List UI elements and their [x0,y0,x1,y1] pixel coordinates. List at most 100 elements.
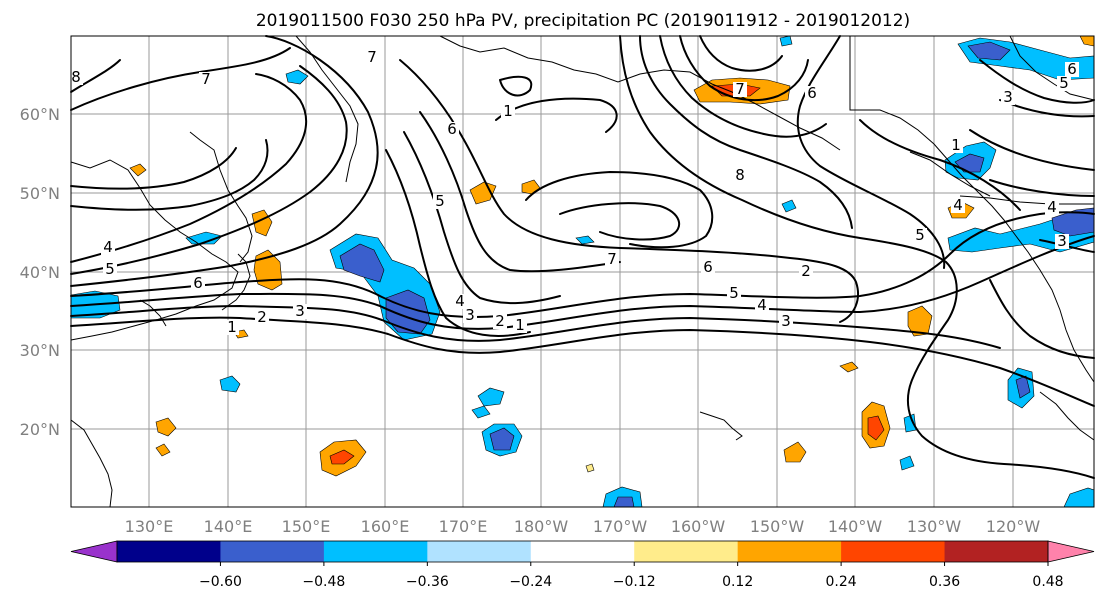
contour-label: 6 [703,258,713,276]
contour-label: 6 [447,120,457,138]
colorbar-tick-label: 0.12 [722,574,753,590]
contour-label: 3 [1003,88,1013,106]
longitude-label: 180°W [514,517,569,536]
colorbar-segment [427,541,532,562]
negative-anomaly [899,455,915,471]
contour-label: 2 [257,308,267,326]
colorbar-tick-label: −0.24 [509,574,552,590]
longitude-label: 150°W [750,517,805,536]
contour-label: 3 [295,302,305,320]
contour-label: 7 [367,48,377,66]
positive-anomaly [839,361,859,373]
positive-anomaly [783,441,807,463]
colorbar-tick-label: −0.12 [613,574,656,590]
longitude-label: 120°W [986,517,1041,536]
colorbar-tick-label: 0.36 [929,574,960,590]
negative-anomaly [285,69,309,85]
contour-label-mask [1045,200,1059,215]
contour-label-mask [433,194,447,209]
contour-label-mask [727,286,741,301]
contour-label-mask [103,262,117,277]
contour-label: 8 [71,68,81,86]
contour-label: 7 [735,80,745,98]
contour-label: 1 [227,318,237,336]
contour-label: 5 [435,192,445,210]
colorbar-segment [530,541,635,562]
colorbar: −0.60 −0.48 −0.36 −0.24 −0.12 0.12 0.24 0.36 0.4… [70,540,1095,590]
longitude-label: 160°W [671,517,726,536]
longitude-label: 130°E [125,517,174,536]
contour-label: 3 [1057,232,1067,250]
contour-label-mask [365,50,379,65]
contour-label-mask [453,294,467,309]
contour-label-mask [605,252,619,267]
negative-anomaly [219,375,241,393]
contour-label-mask [701,260,715,275]
contour-label-mask [1001,90,1015,105]
contour-label-mask [733,168,747,183]
colorbar-segment [117,541,221,562]
contour-label-mask [501,104,515,119]
latitude-ticks: 60°N 50°N 40°N 30°N 20°N [20,105,60,439]
longitude-label: 170°W [593,517,648,536]
contour-label: 1 [503,102,513,120]
contour-label: 1 [515,316,525,334]
contour-label: 6 [1067,60,1077,78]
contour-label: 5 [915,226,925,244]
colorbar-segment [634,541,739,562]
figure-title: 2019011500 F030 250 hPa PV, precipitatio… [256,11,910,31]
positive-anomaly [155,417,177,437]
negative-anomaly [781,199,797,213]
latitude-label: 20°N [20,420,60,439]
positive-anomaly [129,163,147,177]
longitude-ticks: 130°E 140°E 150°E 160°E 170°E 180°W 170°W 160°W… [125,517,1041,536]
longitude-label: 170°E [439,517,488,536]
longitude-label: 140°E [204,517,253,536]
longitude-label: 150°E [282,517,331,536]
latitude-label: 50°N [20,184,60,203]
contour-label: 4 [757,296,767,314]
contour-label-mask [805,86,819,101]
contour-label: 4 [1047,198,1057,216]
contour-label-mask [255,310,269,325]
negative-anomaly [339,243,385,283]
contour-label: 5 [729,284,739,302]
longitude-label: 140°W [828,517,883,536]
contour-label-mask [1065,62,1079,77]
contour-label: 4 [953,196,963,214]
contour-label: 4 [455,292,465,310]
contour-label-mask [191,276,205,291]
contour-label: 7 [607,250,617,268]
contour-label: 6 [807,84,817,102]
colorbar-extend-max [1047,540,1095,563]
contour-label-mask [733,82,747,97]
contour-label-mask [199,72,213,87]
contour-label: 8 [735,166,745,184]
colorbar-extend-min [70,540,118,563]
contour-label-mask [225,320,239,335]
negative-anomaly [477,387,505,407]
contour-label-mask [913,228,927,243]
latitude-label: 60°N [20,105,60,124]
contour-label: 3 [781,312,791,330]
colorbar-segment [323,541,428,562]
colorbar-tick-label: 0.24 [826,574,857,590]
negative-anomaly [779,35,793,47]
contour-label-mask [493,314,507,329]
contour-label: 7 [201,70,211,88]
contour-label: 6 [193,274,203,292]
contour-label: 2 [801,262,811,280]
positive-anomaly [469,181,497,205]
colorbar-segment [737,541,842,562]
contour-label-mask [445,122,459,137]
negative-anomaly [575,235,595,245]
contour-label-mask [799,264,813,279]
contour-label: 5 [1059,74,1069,92]
latitude-label: 30°N [20,341,60,360]
positive-anomaly [585,463,595,473]
colorbar-frame [116,540,1049,563]
positive-anomaly [867,415,885,441]
colorbar-tick-label: −0.36 [406,574,449,590]
